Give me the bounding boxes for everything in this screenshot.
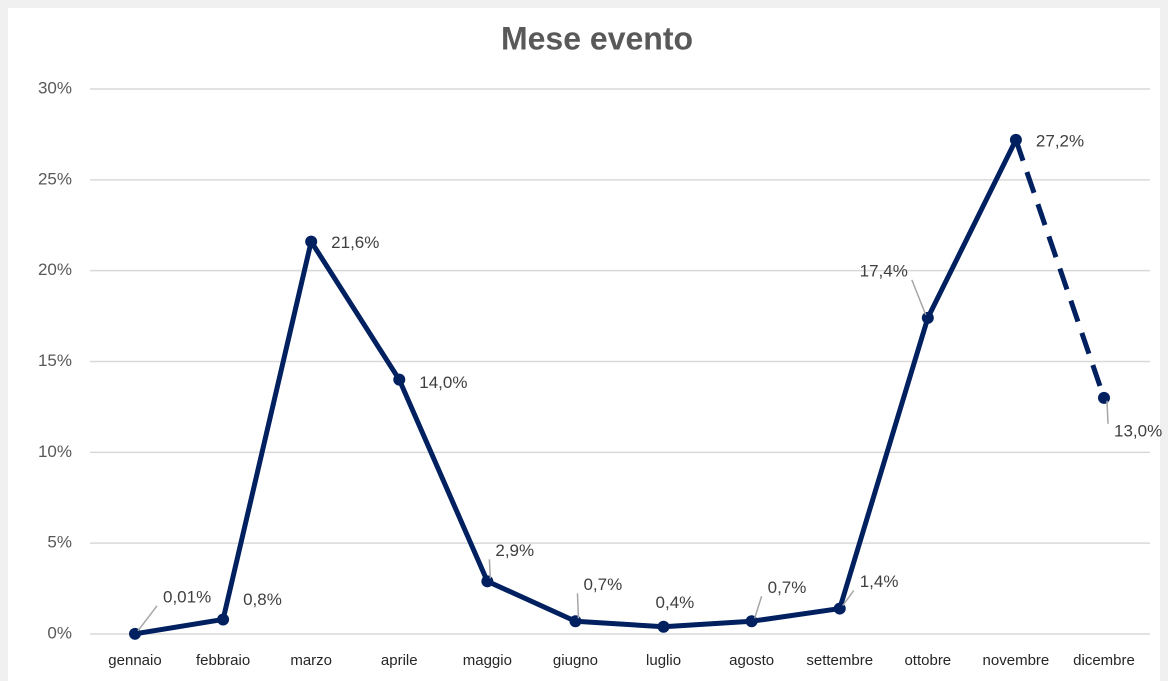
x-tick-label: gennaio: [108, 652, 161, 669]
y-tick-label: 30%: [38, 78, 72, 97]
data-label: 1,4%: [860, 572, 899, 591]
y-tick-label: 0%: [47, 623, 72, 642]
data-label: 0,7%: [583, 575, 622, 594]
marker: [393, 373, 406, 386]
y-tick-label: 20%: [38, 260, 72, 279]
x-tick-label: febbraio: [196, 652, 250, 669]
data-label: 2,9%: [495, 541, 534, 560]
y-tick-label: 5%: [47, 533, 72, 552]
marker: [1009, 133, 1022, 146]
data-label: 0,01%: [163, 587, 211, 606]
line: [1013, 139, 1107, 399]
x-tick-label: novembre: [983, 652, 1050, 669]
data-label: 0,7%: [768, 578, 807, 597]
leader-line: [1106, 400, 1109, 424]
x-tick-label: giugno: [553, 652, 598, 669]
x-tick-label: settembre: [806, 652, 873, 669]
x-tick-label: luglio: [646, 652, 681, 669]
data-label: 21,6%: [331, 233, 379, 252]
x-tick-label: dicembre: [1073, 652, 1135, 669]
data-label: 27,2%: [1036, 131, 1084, 150]
leader-line: [488, 559, 492, 579]
data-label: 17,4%: [860, 261, 908, 280]
y-tick-label: 10%: [38, 442, 72, 461]
data-label: 13,0%: [1114, 421, 1162, 440]
marker: [305, 235, 318, 248]
leader-line: [137, 605, 158, 632]
leader-line: [753, 596, 763, 619]
chart-area: [8, 8, 1160, 681]
x-tick-label: maggio: [463, 652, 512, 669]
marker: [1098, 391, 1110, 404]
x-tick-label: agosto: [729, 652, 774, 669]
leader-line: [911, 279, 927, 316]
data-label: 0,8%: [243, 590, 282, 609]
marker: [569, 615, 582, 628]
marker: [481, 575, 494, 588]
x-tick-label: aprile: [381, 652, 418, 669]
y-tick-label: 15%: [38, 351, 72, 370]
leader-line: [576, 593, 580, 619]
y-tick-label: 25%: [38, 169, 72, 188]
data-label: 0,4%: [656, 593, 695, 612]
marker: [921, 311, 934, 324]
marker: [745, 615, 758, 628]
leader-line: [842, 590, 855, 607]
chart-title: Mese evento: [501, 20, 693, 56]
data-label: 14,0%: [419, 373, 467, 392]
x-tick-label: marzo: [290, 652, 332, 669]
marker: [657, 620, 670, 633]
marker: [217, 613, 230, 626]
x-tick-label: ottobre: [904, 652, 951, 669]
